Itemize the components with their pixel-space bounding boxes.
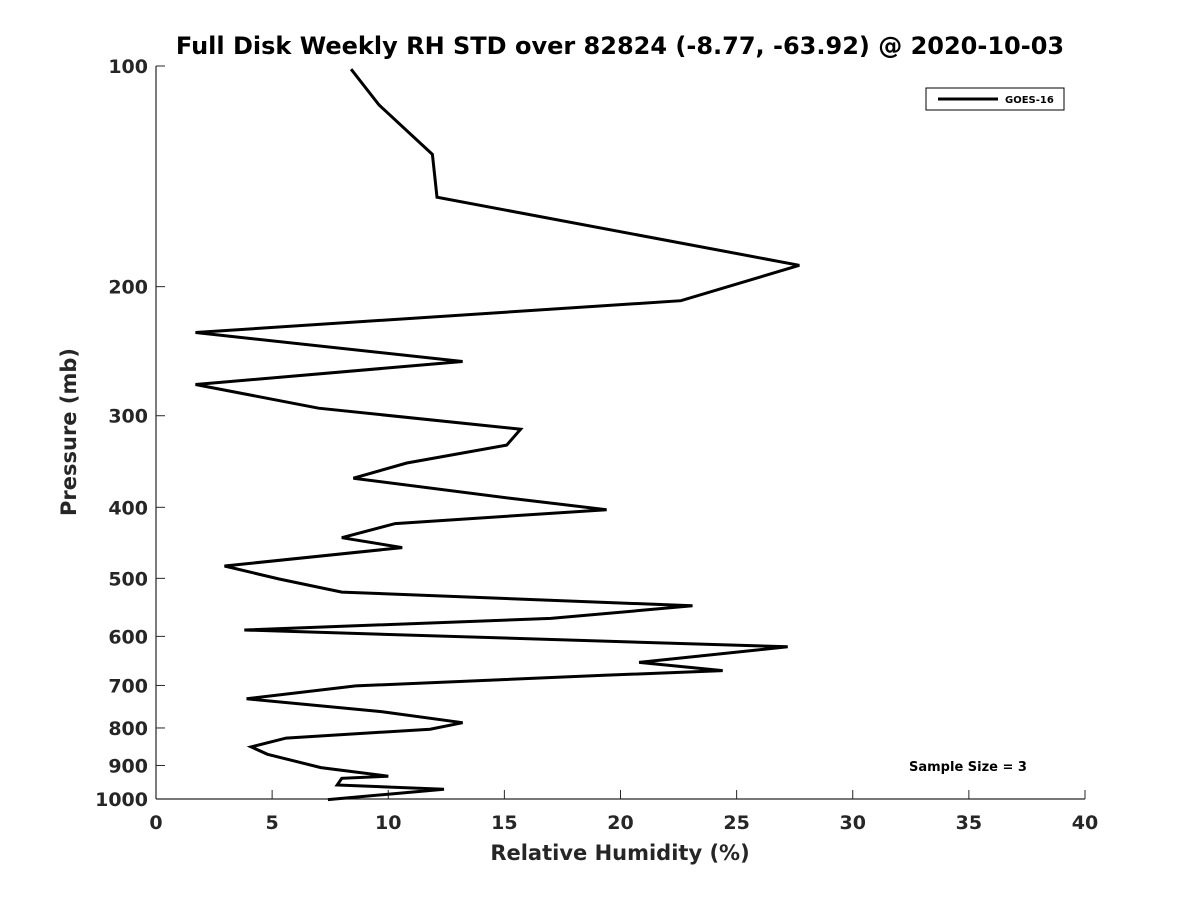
legend-label: GOES-16 xyxy=(1005,95,1054,106)
y-tick-label: 900 xyxy=(108,755,148,777)
x-tick-label: 0 xyxy=(149,812,162,834)
x-tick-label: 25 xyxy=(723,812,749,834)
x-tick-label: 15 xyxy=(491,812,517,834)
x-tick-label: 35 xyxy=(956,812,982,834)
y-tick-label: 800 xyxy=(108,718,148,740)
y-axis-label: Pressure (mb) xyxy=(57,348,81,516)
y-tick-label: 200 xyxy=(108,277,148,299)
y-tick-label: 100 xyxy=(108,56,148,78)
y-tick-label: 700 xyxy=(108,675,148,697)
series-group xyxy=(195,68,800,802)
y-tick-label: 300 xyxy=(108,406,148,428)
chart-title: Full Disk Weekly RH STD over 82824 (-8.7… xyxy=(176,32,1064,60)
legend: GOES-16 xyxy=(925,87,1065,111)
sample-size-annotation: Sample Size = 3 xyxy=(909,760,1027,775)
x-axis-label: Relative Humidity (%) xyxy=(490,841,749,865)
x-tick-label: 20 xyxy=(607,812,633,834)
series-line-1 xyxy=(195,68,800,802)
x-tick-label: 5 xyxy=(266,812,279,834)
x-tick-label: 40 xyxy=(1072,812,1098,834)
x-tick-label: 30 xyxy=(840,812,866,834)
x-tick-label: 10 xyxy=(375,812,401,834)
y-tick-label: 1000 xyxy=(95,789,148,811)
y-tick-label: 500 xyxy=(108,568,148,590)
y-tick-label: 400 xyxy=(108,497,148,519)
ticks: 0 5 10 15 20 25 30 35 40 100 200 300 400 500 600 700 800… xyxy=(95,56,1098,834)
y-tick-label: 600 xyxy=(108,626,148,648)
